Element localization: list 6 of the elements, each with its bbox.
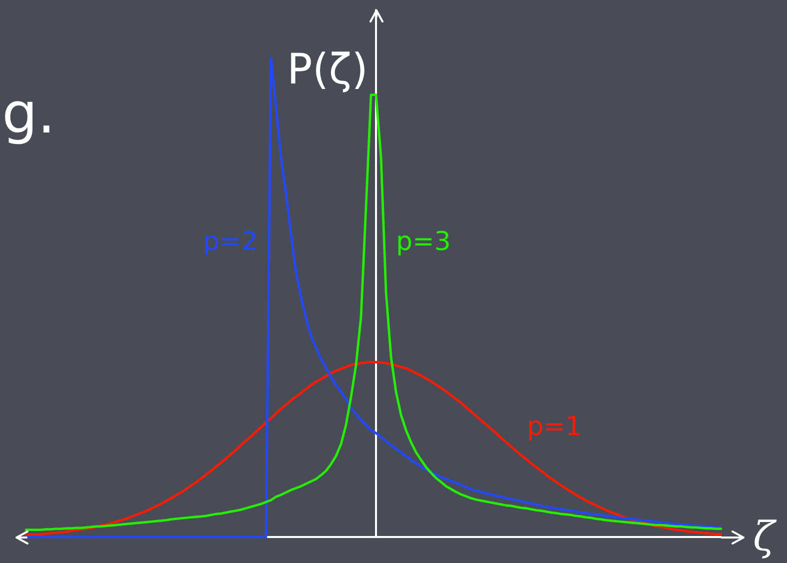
x-axis-title: ζ xyxy=(753,514,777,560)
series-label: p=1 xyxy=(527,412,582,442)
series-label: p=3 xyxy=(396,227,451,257)
annotation: g. xyxy=(2,82,56,146)
series-label: p=2 xyxy=(203,227,258,257)
y-axis-title: P(ζ) xyxy=(287,44,368,94)
